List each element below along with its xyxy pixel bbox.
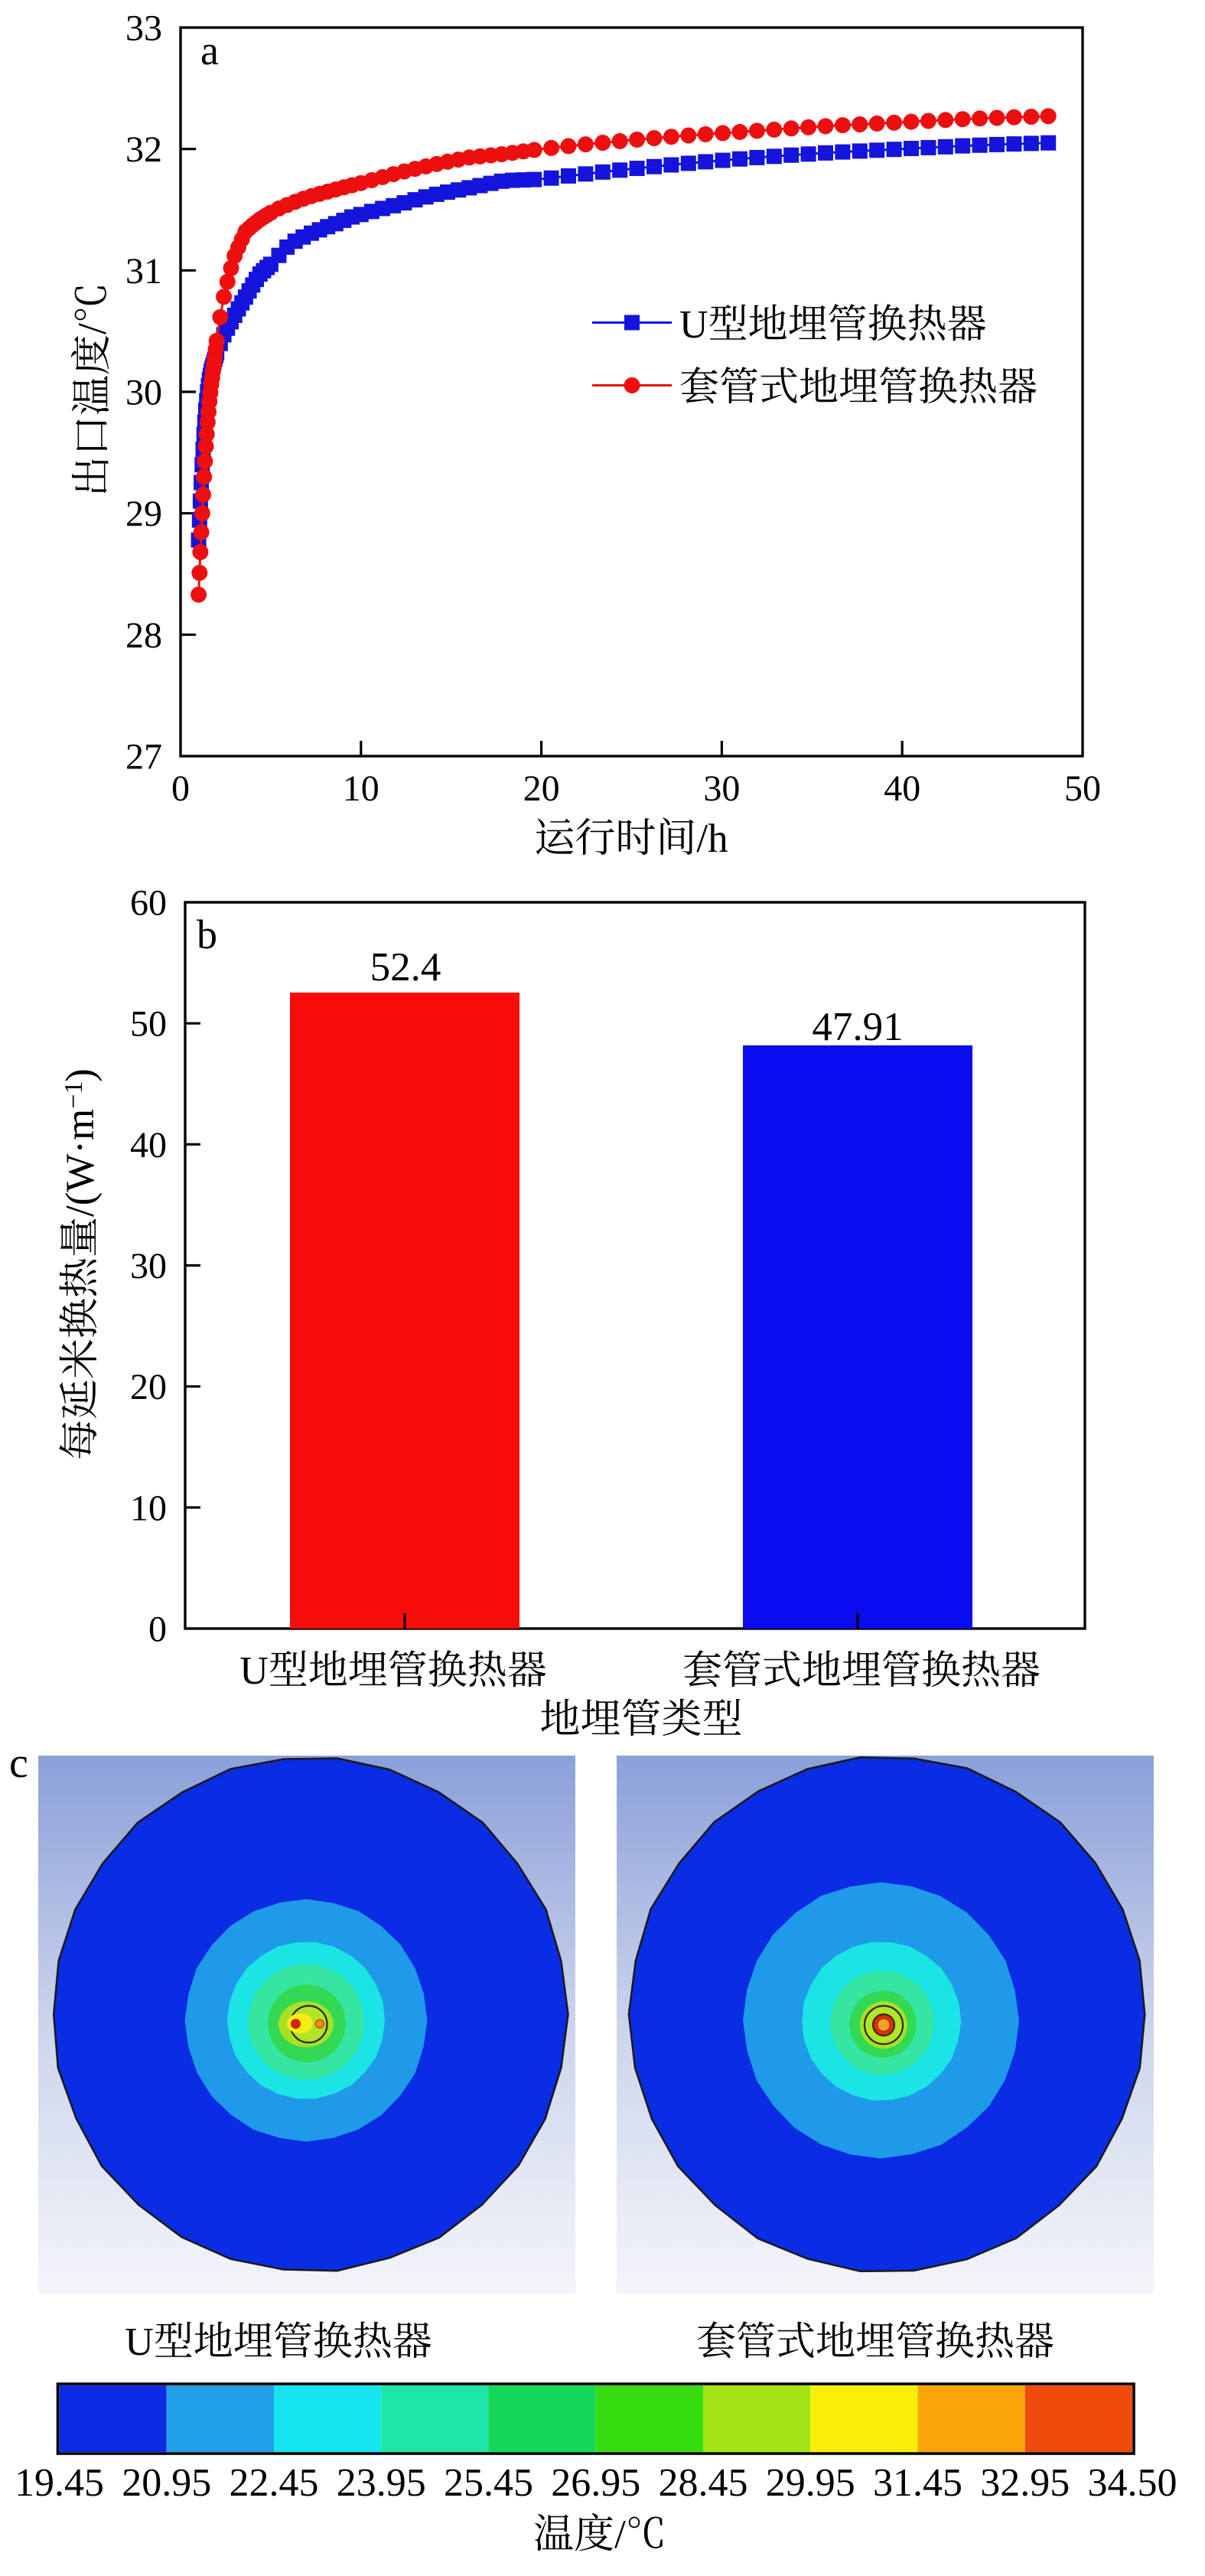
svg-text:30: 30 [125,373,162,413]
svg-text:29: 29 [125,494,162,534]
svg-text:0: 0 [171,768,190,809]
svg-text:33: 33 [125,8,162,49]
svg-text:U: U [239,1649,269,1693]
svg-text:31: 31 [125,251,162,292]
svg-text:50: 50 [1064,768,1101,809]
svg-text:47.91: 47.91 [812,1005,903,1049]
svg-text:20.95: 20.95 [122,2461,211,2505]
svg-text:20: 20 [130,1367,167,1407]
svg-text:/h: /h [696,817,728,861]
svg-text:0: 0 [148,1609,167,1650]
svg-text:m: m [58,1109,103,1140]
svg-text:c: c [9,1740,28,1787]
svg-text:32.95: 32.95 [980,2461,1070,2505]
svg-text:40: 40 [130,1125,167,1166]
svg-text:b: b [197,911,217,957]
svg-text:30: 30 [130,1246,167,1286]
svg-text:29.95: 29.95 [766,2461,855,2505]
svg-text:): ) [58,1068,103,1082]
svg-text:10: 10 [130,1488,167,1528]
svg-text:22.45: 22.45 [230,2461,319,2505]
svg-text:23.95: 23.95 [337,2461,426,2505]
svg-text:/: / [70,323,115,334]
svg-text:10: 10 [343,768,379,809]
svg-text:/: / [614,2512,626,2557]
svg-text:34.50: 34.50 [1088,2461,1177,2505]
svg-text:−1: −1 [60,1081,88,1109]
svg-text:30: 30 [703,768,740,809]
svg-text:31.45: 31.45 [873,2461,962,2505]
svg-text:40: 40 [884,768,920,809]
svg-text:28: 28 [125,615,162,656]
svg-text:/(W: /(W [58,1154,103,1217]
svg-text:20: 20 [523,768,560,809]
svg-text:·: · [58,1140,103,1154]
svg-text:52.4: 52.4 [370,945,441,990]
svg-text:a: a [200,28,219,73]
svg-text:27: 27 [125,737,162,778]
svg-text:60: 60 [130,883,167,924]
svg-text:19.45: 19.45 [15,2461,104,2505]
svg-text:50: 50 [130,1004,167,1045]
svg-text:26.95: 26.95 [551,2461,640,2505]
svg-text:25.45: 25.45 [444,2461,533,2505]
svg-text:28.45: 28.45 [659,2461,748,2505]
svg-text:32: 32 [125,129,162,170]
svg-text:U: U [679,303,708,347]
svg-text:U: U [125,2320,154,2364]
